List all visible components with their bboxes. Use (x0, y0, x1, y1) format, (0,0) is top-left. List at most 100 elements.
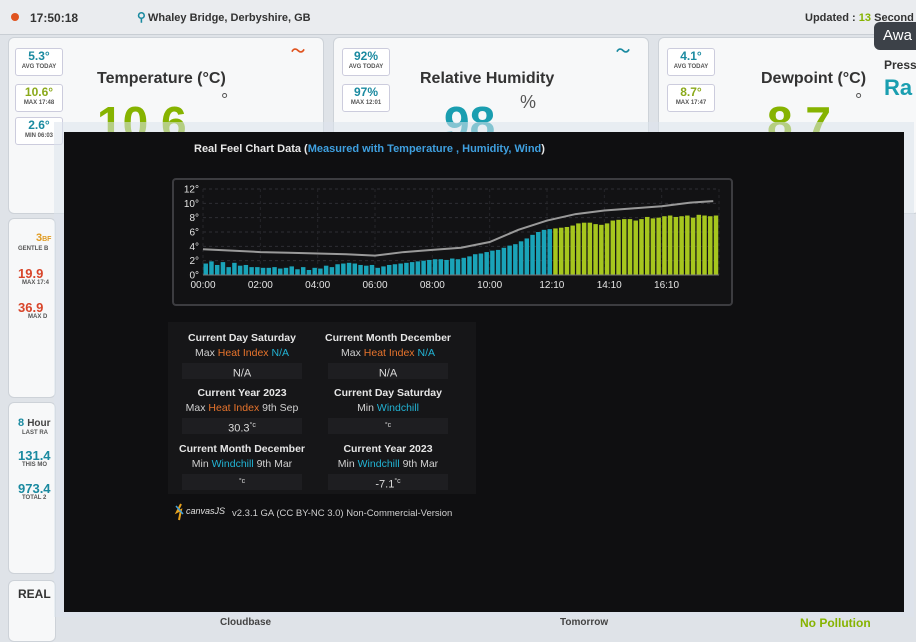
temperature-title: Temperature (°C) (97, 70, 226, 87)
chart-x-tick-label: 16:10 (654, 280, 679, 291)
stat-prefix: Min (191, 458, 209, 470)
stat-prefix: Min (357, 402, 374, 414)
canvasjs-logo-icon (174, 503, 184, 521)
chart-bar (278, 268, 283, 275)
chart-bar (249, 267, 254, 275)
humidity-title: Relative Humidity (420, 70, 555, 87)
gust-value: 36.9 (18, 300, 44, 315)
stat-value-box: 30.3°c (182, 418, 302, 435)
stat-metric: Heat Index (363, 347, 415, 359)
chart-bar (226, 267, 231, 275)
humidity-unit: % (520, 92, 537, 112)
clock: 17:50:18 (30, 11, 79, 25)
stat-value-box: °c (182, 474, 302, 490)
chart-bar (329, 267, 335, 275)
chart-bar (610, 220, 616, 275)
chart-bar (530, 234, 535, 275)
location-pin-icon: ⚲ (137, 10, 146, 24)
canvasjs-credit: v2.3.1 GA (CC BY-NC 3.0) Non-Commercial-… (232, 508, 453, 519)
chart-bar (237, 265, 243, 275)
location-label[interactable]: Whaley Bridge, Derbyshire, GB (148, 12, 311, 24)
chart-bar (415, 261, 421, 275)
chart-bar (203, 263, 208, 275)
canvasjs-logo-text: canvasJS (186, 506, 226, 516)
chart-bar (685, 215, 690, 275)
aside-tab[interactable]: Awa (874, 22, 916, 50)
chart-bar (243, 264, 249, 275)
pollution-label: No Pollution (800, 616, 871, 630)
chart-bar (696, 214, 702, 275)
stat-unit: °c (249, 422, 256, 429)
chart-bar (604, 223, 610, 275)
chart-bar (570, 225, 575, 275)
realfeel-modal: Real Feel Chart Data (Measured with Temp… (64, 132, 904, 612)
chart-y-tick-label: 2° (189, 256, 199, 267)
chart-bar (432, 259, 438, 275)
chart-bar (375, 267, 380, 275)
chart-bar (690, 217, 696, 275)
chart-bar (490, 250, 495, 275)
stat-cell: Current Day Saturday Max Heat Index N/A N/… (172, 332, 312, 380)
chart-bar (667, 215, 673, 275)
chart-bar (708, 216, 713, 275)
wind-bf-label: GENTLE B (18, 246, 49, 252)
chart-bar (587, 222, 593, 275)
canvasjs-logo[interactable]: canvasJS (174, 500, 232, 522)
chart-bar (272, 267, 277, 275)
stat-note: N/A (271, 347, 289, 359)
chart-bar (633, 220, 638, 275)
temp-trend-icon: 〜 (291, 43, 305, 59)
chart-bar (553, 228, 558, 275)
temp-max-box: 10.6° MAX 17:48 (15, 84, 63, 112)
stat-metric: Windchill (376, 402, 419, 414)
chart-bar (450, 258, 455, 275)
temp-avg-label: AVG TODAY (21, 64, 57, 70)
chart-bar (220, 262, 226, 275)
temperature-unit: ° (221, 90, 229, 110)
chart-bar (346, 262, 352, 275)
chart-bar (306, 269, 312, 275)
chart-x-tick-label: 04:00 (305, 280, 330, 291)
chart-bar (472, 254, 478, 275)
rain-month-label: THIS MO (22, 462, 47, 468)
aside-ra-label: Ra (884, 75, 913, 100)
hum-avg-box: 92% AVG TODAY (342, 48, 390, 76)
stat-note: 9th Mar (256, 458, 293, 470)
chart-y-tick-label: 12° (184, 185, 199, 196)
wind-bf-unit: BF (42, 236, 52, 243)
stat-heading: Current Month December (178, 443, 305, 455)
stat-heading: Current Day Saturday (334, 387, 442, 399)
stat-heading: Current Month December (324, 332, 451, 344)
humidity-trend-icon: 〜 (616, 43, 630, 59)
dew-avg-label: AVG TODAY (673, 64, 709, 70)
stat-value-box: °c (328, 418, 448, 434)
rain-total-value: 973.4 (18, 481, 51, 496)
chart-bar (364, 265, 369, 275)
chart-bar (622, 219, 627, 275)
stat-value: N/A (378, 367, 398, 380)
dew-avg-value: 4.1° (680, 49, 702, 63)
stat-heading: Current Year 2023 (343, 443, 433, 455)
stat-prefix: Max (185, 402, 206, 414)
hum-avg-label: AVG TODAY (348, 64, 384, 70)
chart-bar (214, 264, 220, 275)
chart-bar (478, 253, 484, 275)
chart-bar (438, 259, 444, 275)
chart-y-tick-label: 8° (189, 213, 199, 224)
chart-bar (644, 216, 650, 275)
stat-note: 9th Sep (262, 402, 299, 414)
temp-min-label: MIN 06:03 (24, 133, 53, 139)
chart-x-tick-label: 00:00 (190, 280, 215, 291)
wind-max-value: 19.9 (18, 266, 44, 281)
chart-bar (300, 267, 306, 275)
chart-bar (524, 238, 530, 275)
stat-subline: Min Windchill (318, 402, 458, 414)
status-dot-icon (11, 13, 19, 21)
stat-value-box: -7.1°c (328, 474, 448, 491)
chart-bar (289, 266, 294, 275)
dew-avg-box: 4.1° AVG TODAY (667, 48, 715, 76)
chart-bar (541, 229, 547, 275)
temp-min-value: 2.6° (28, 118, 50, 132)
chart-bar (467, 256, 472, 275)
dewpoint-title: Dewpoint (°C) (761, 70, 867, 87)
